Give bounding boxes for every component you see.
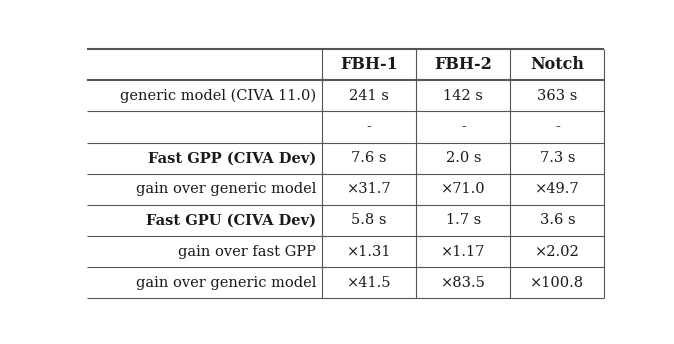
Text: 363 s: 363 s [537, 89, 578, 103]
Text: ×49.7: ×49.7 [535, 182, 580, 196]
Text: -: - [367, 120, 371, 134]
Text: 7.6 s: 7.6 s [351, 151, 387, 165]
Text: 1.7 s: 1.7 s [446, 213, 481, 227]
Text: ×2.02: ×2.02 [535, 245, 580, 259]
Text: ×100.8: ×100.8 [530, 276, 584, 290]
Text: 7.3 s: 7.3 s [540, 151, 575, 165]
Text: Notch: Notch [530, 56, 584, 73]
Text: FBH-2: FBH-2 [434, 56, 492, 73]
Text: ×31.7: ×31.7 [347, 182, 392, 196]
Text: FBH-1: FBH-1 [340, 56, 398, 73]
Text: ×83.5: ×83.5 [441, 276, 486, 290]
Text: 2.0 s: 2.0 s [446, 151, 481, 165]
Text: ×1.31: ×1.31 [347, 245, 392, 259]
Text: gain over fast GPP: gain over fast GPP [178, 245, 316, 259]
Text: gain over generic model: gain over generic model [135, 276, 316, 290]
Text: 142 s: 142 s [443, 89, 483, 103]
Text: gain over generic model: gain over generic model [135, 182, 316, 196]
Text: ×1.17: ×1.17 [441, 245, 485, 259]
Text: ×41.5: ×41.5 [347, 276, 392, 290]
Text: Fast GPP (CIVA Dev): Fast GPP (CIVA Dev) [148, 151, 316, 165]
Text: -: - [555, 120, 560, 134]
Text: 3.6 s: 3.6 s [540, 213, 576, 227]
Text: 241 s: 241 s [349, 89, 389, 103]
Text: 5.8 s: 5.8 s [351, 213, 387, 227]
Text: -: - [461, 120, 466, 134]
Text: Fast GPU (CIVA Dev): Fast GPU (CIVA Dev) [146, 213, 316, 227]
Text: generic model (CIVA 11.0): generic model (CIVA 11.0) [120, 89, 316, 103]
Text: ×71.0: ×71.0 [441, 182, 486, 196]
